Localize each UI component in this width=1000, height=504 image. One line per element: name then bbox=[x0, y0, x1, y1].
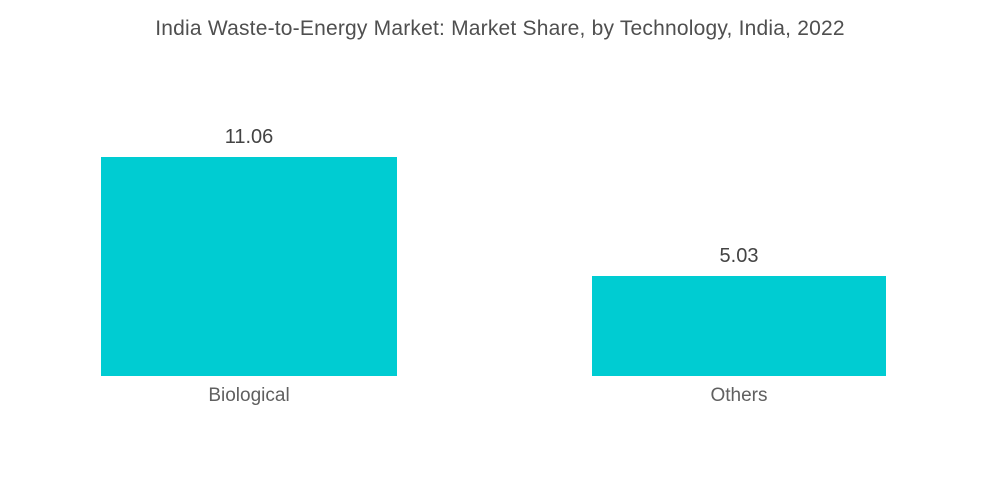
bar-value-label: 11.06 bbox=[224, 126, 274, 148]
category-label: Others bbox=[710, 385, 768, 406]
category-label: Biological bbox=[208, 385, 290, 406]
bar-biological bbox=[101, 157, 397, 376]
bar-others bbox=[592, 276, 886, 376]
chart-title: India Waste-to-Energy Market: Market Sha… bbox=[155, 17, 845, 40]
bar-value-label: 5.03 bbox=[719, 245, 759, 267]
